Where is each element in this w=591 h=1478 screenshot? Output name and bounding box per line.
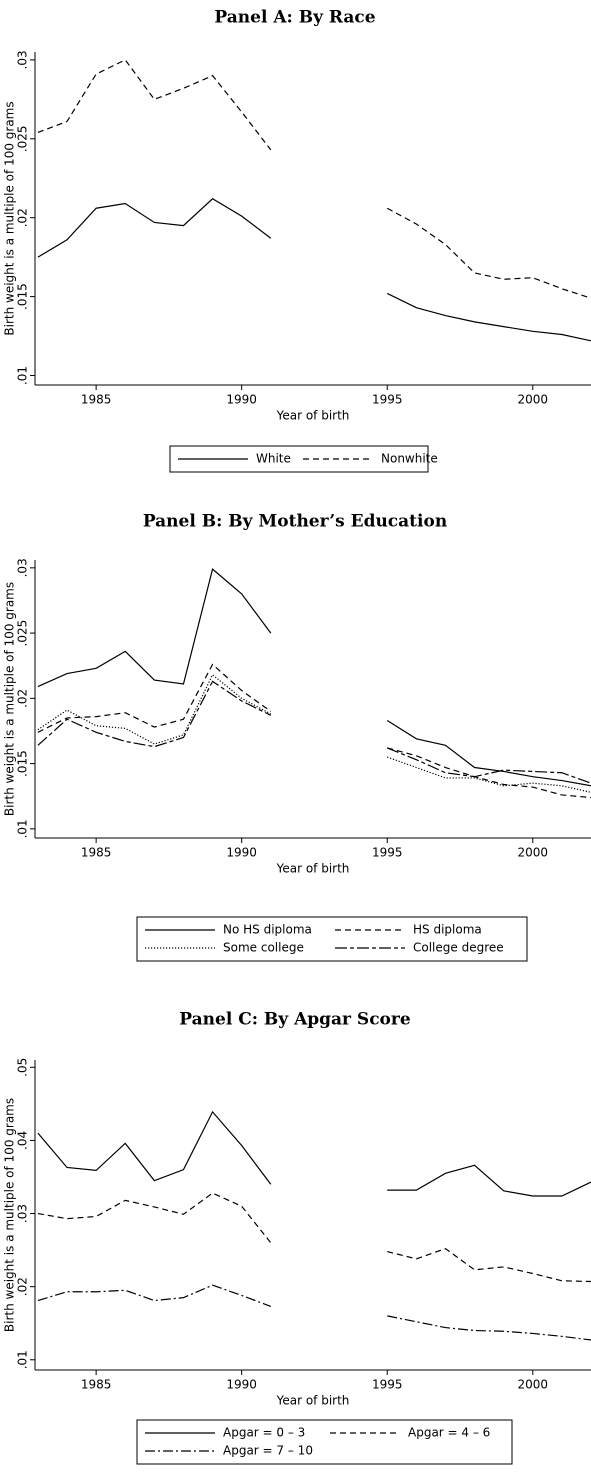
x-tick-label: 1985	[81, 1378, 112, 1392]
legend-label: No HS diploma	[223, 923, 312, 937]
y-tick-label: .025	[16, 620, 30, 647]
line-series	[37, 663, 591, 799]
x-tick-label: 1990	[226, 846, 257, 860]
x-tick-label: 1995	[372, 846, 403, 860]
y-tick-label: .04	[16, 1131, 30, 1150]
y-tick-label: .02	[16, 208, 30, 227]
y-axis-title: Birth weight is a multiple of 100 grams	[3, 582, 17, 816]
y-tick-label: .01	[16, 819, 30, 838]
x-axis-title: Year of birth	[276, 409, 350, 423]
x-tick-label: 2000	[518, 846, 549, 860]
legend-label: HS diploma	[413, 923, 482, 937]
y-tick-label: .015	[16, 283, 30, 310]
legend-label: Apgar = 0 – 3	[223, 1426, 305, 1440]
y-tick-label: .05	[16, 1058, 30, 1077]
y-axis-title: Birth weight is a multiple of 100 grams	[3, 1098, 17, 1332]
x-axis-title: Year of birth	[276, 862, 350, 876]
chart-title: Panel A: By Race	[214, 8, 375, 28]
line-series	[37, 1192, 591, 1283]
x-tick-label: 1985	[81, 393, 112, 407]
legend-label: White	[256, 452, 291, 466]
line-series	[37, 198, 591, 342]
line-series	[37, 568, 591, 787]
legend-label: College degree	[413, 941, 504, 955]
chart-title: Panel B: By Mother’s Education	[143, 512, 447, 532]
x-tick-label: 1990	[226, 393, 257, 407]
legend-box	[136, 916, 528, 962]
line-series	[37, 680, 591, 784]
y-tick-label: .02	[16, 689, 30, 708]
y-tick-label: .03	[16, 1204, 30, 1223]
x-tick-label: 2000	[518, 393, 549, 407]
chart-title: Panel C: By Apgar Score	[179, 1010, 411, 1030]
x-tick-label: 1990	[226, 1378, 257, 1392]
legend-label: Apgar = 7 – 10	[223, 1444, 313, 1458]
y-tick-label: .02	[16, 1277, 30, 1296]
y-tick-label: .025	[16, 125, 30, 152]
line-series	[37, 1110, 591, 1197]
y-tick-label: .015	[16, 750, 30, 777]
x-tick-label: 1995	[372, 1378, 403, 1392]
legend-box	[136, 1419, 513, 1465]
x-tick-label: 2000	[518, 1378, 549, 1392]
x-axis-title: Year of birth	[276, 1394, 350, 1408]
x-tick-label: 1995	[372, 393, 403, 407]
y-tick-label: .03	[16, 50, 30, 69]
line-series	[37, 1284, 591, 1341]
y-tick-label: .01	[16, 1350, 30, 1369]
y-tick-label: .01	[16, 366, 30, 385]
x-tick-label: 1985	[81, 846, 112, 860]
legend-label: Some college	[223, 941, 304, 955]
line-series	[37, 59, 591, 299]
line-series	[37, 673, 591, 793]
legend-label: Apgar = 4 – 6	[408, 1426, 490, 1440]
y-axis-title: Birth weight is a multiple of 100 grams	[3, 101, 17, 335]
legend-label: Nonwhite	[381, 452, 438, 466]
y-tick-label: .03	[16, 558, 30, 577]
